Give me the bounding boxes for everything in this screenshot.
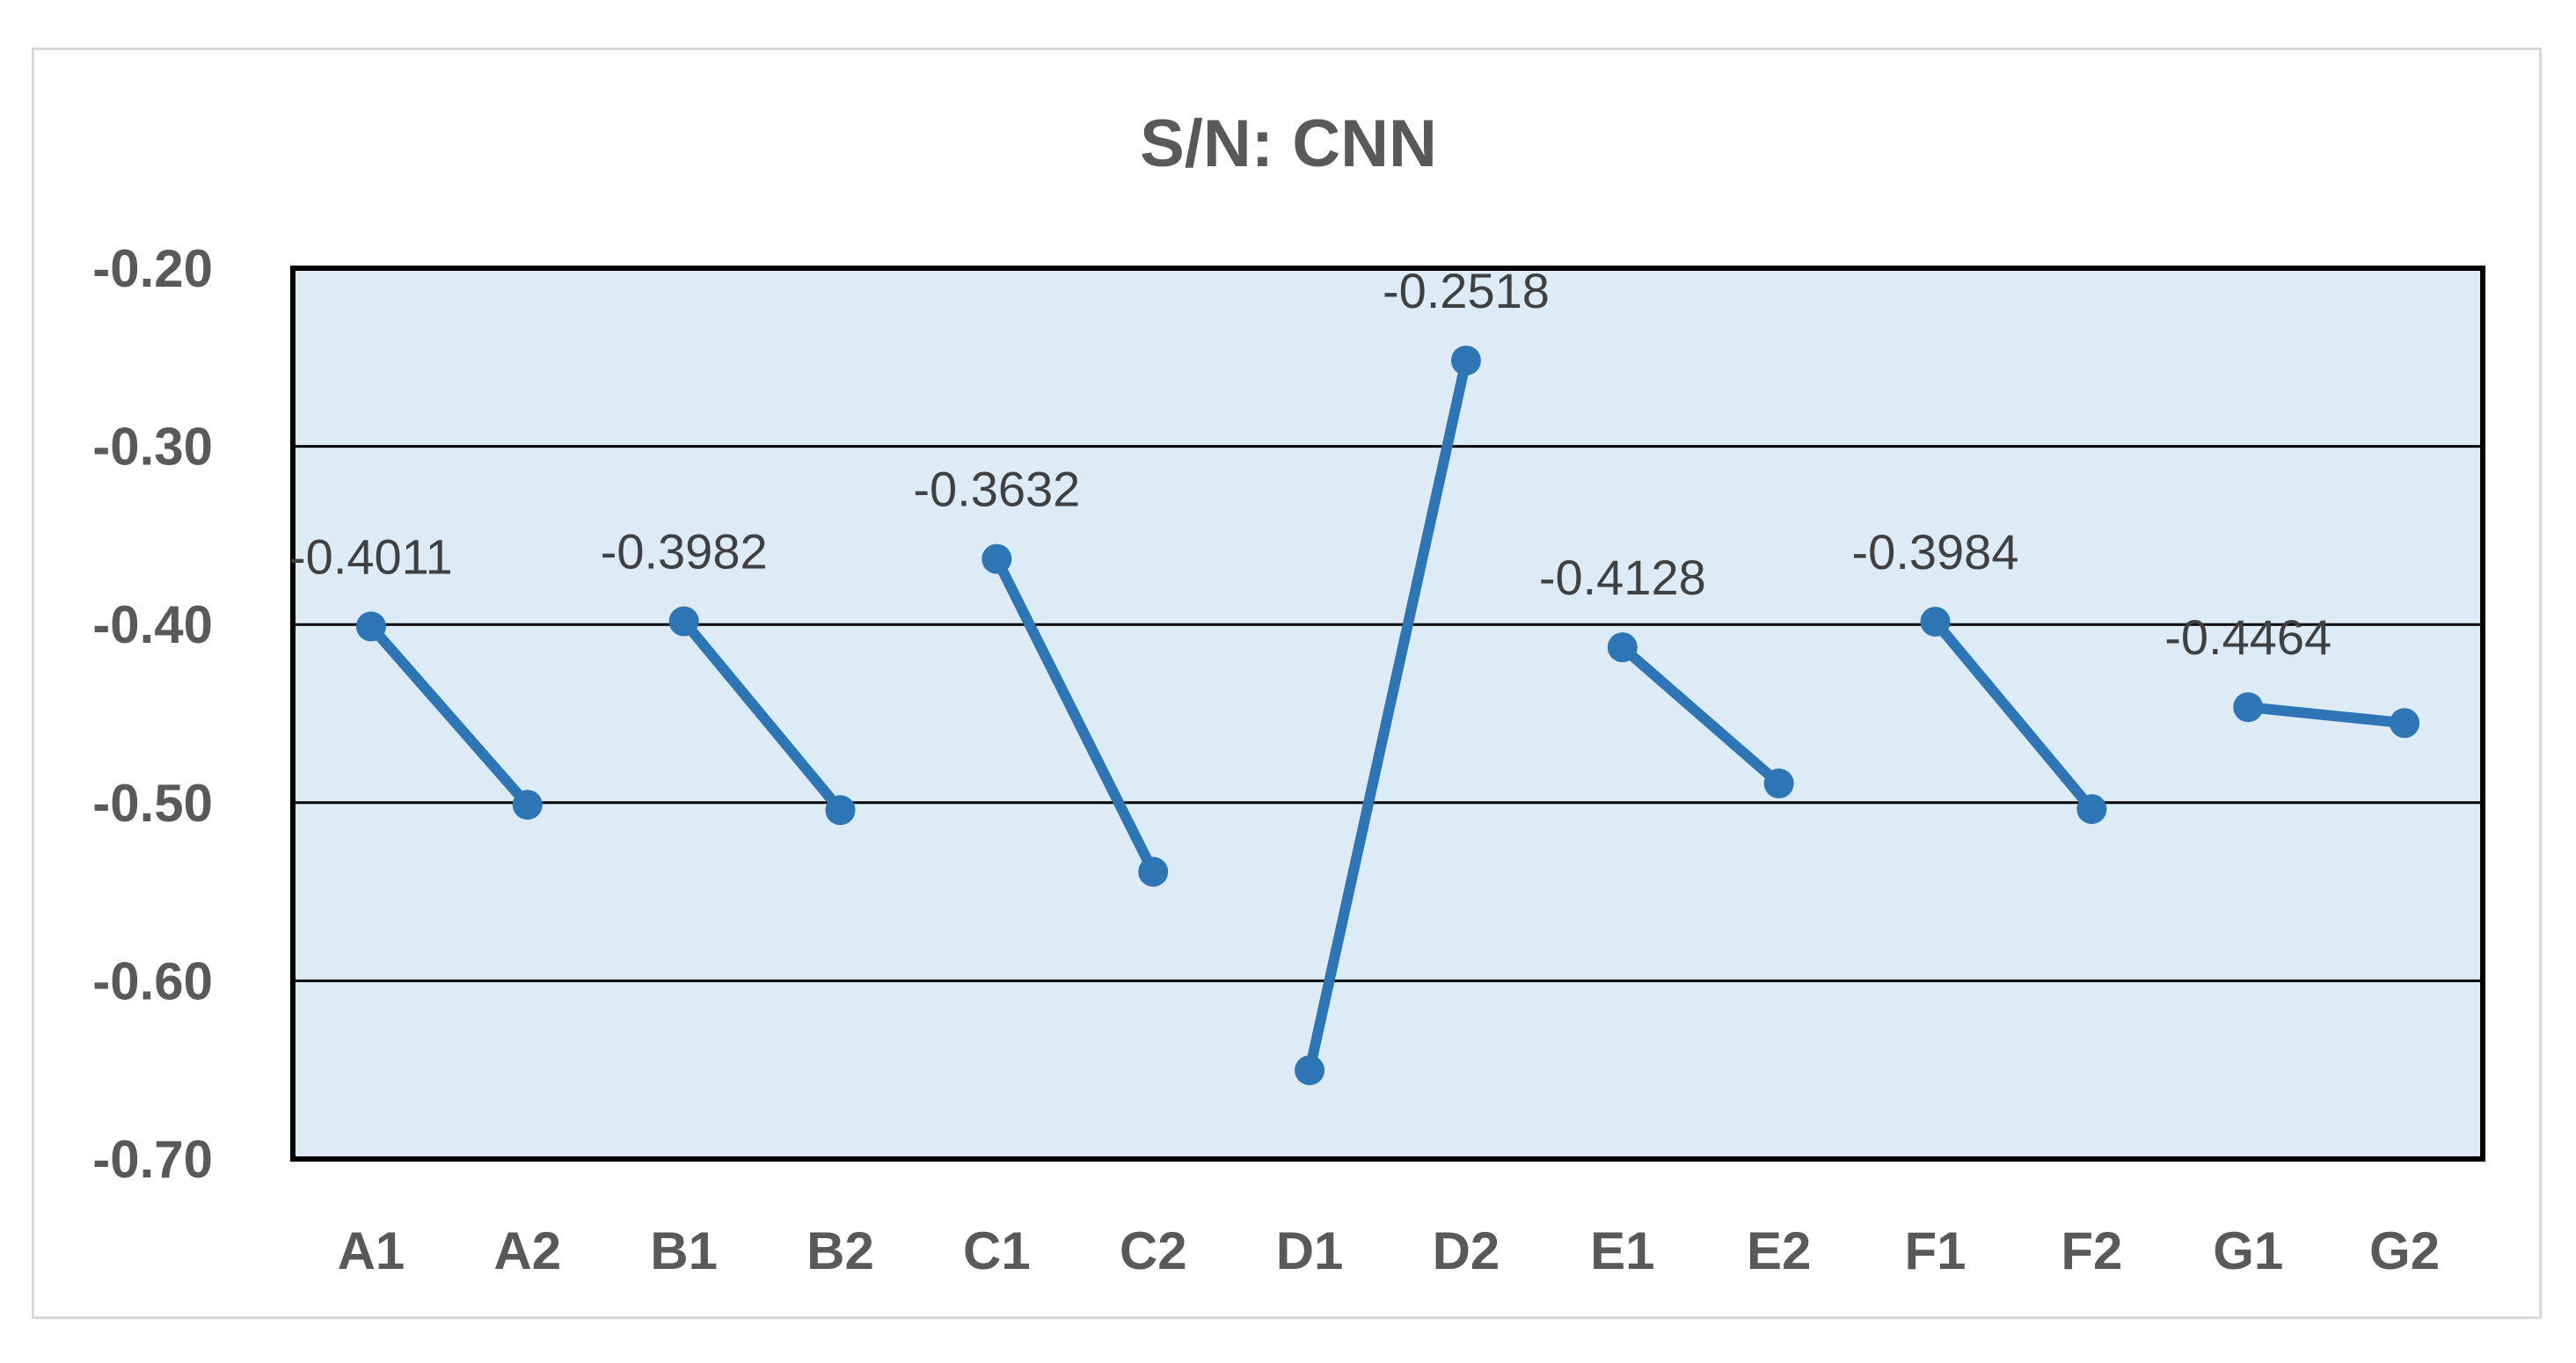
- data-point-C1: [982, 543, 1012, 574]
- data-label: -0.3984: [1852, 524, 2019, 579]
- series-line-segment: [365, 621, 533, 811]
- series-line-segment: [1304, 354, 1471, 1076]
- data-point-C2: [1138, 856, 1169, 887]
- data-point-B2: [825, 795, 856, 826]
- data-point-A1: [355, 611, 386, 642]
- data-point-G2: [2390, 708, 2420, 739]
- x-tick-label: C2: [1120, 1221, 1187, 1280]
- data-point-D2: [1450, 345, 1481, 375]
- y-tick-label: -0.50: [92, 774, 213, 833]
- data-label: -0.3982: [601, 524, 768, 579]
- x-tick-label: E1: [1590, 1221, 1654, 1280]
- plot-border: [290, 266, 2485, 1162]
- data-label: -0.2518: [1383, 263, 1550, 318]
- x-tick-label: G1: [2213, 1221, 2283, 1280]
- y-tick-label: -0.30: [92, 418, 213, 477]
- x-tick-label: B2: [806, 1221, 874, 1280]
- x-tick-label: D1: [1276, 1221, 1344, 1280]
- data-point-F2: [2076, 794, 2107, 825]
- chart-title: S/N: CNN: [1140, 106, 1437, 181]
- x-tick-label: A2: [493, 1221, 561, 1280]
- x-tick-label: G2: [2369, 1221, 2440, 1280]
- data-label: -0.4464: [2164, 609, 2332, 665]
- series-line-segment: [678, 616, 846, 816]
- data-label: -0.3632: [913, 462, 1080, 517]
- x-tick-label: D2: [1433, 1221, 1500, 1280]
- data-point-F1: [1920, 606, 1951, 637]
- y-tick-label: -0.40: [92, 595, 213, 654]
- data-point-G1: [2233, 692, 2264, 723]
- plot-area: -0.20 -0.30 -0.40 -0.50 -0.60 -0.70 A1 A2 B1 B2 C1…: [92, 239, 2485, 1280]
- data-point-E1: [1607, 632, 1638, 663]
- x-tick-label: C1: [963, 1221, 1031, 1280]
- x-tick-label: F2: [2061, 1221, 2122, 1280]
- y-tick-label: -0.60: [92, 951, 213, 1010]
- x-tick-label: F1: [1904, 1221, 1966, 1280]
- y-tick-label: -0.70: [92, 1130, 213, 1189]
- series-line-segment: [1616, 642, 1784, 789]
- y-tick-label: -0.20: [92, 239, 213, 298]
- x-tick-label: B1: [650, 1221, 718, 1280]
- data-point-E2: [1763, 768, 1794, 798]
- data-label: -0.4128: [1539, 550, 1706, 605]
- data-point-D1: [1295, 1055, 1325, 1086]
- series-line-segment: [991, 553, 1159, 878]
- data-label: -0.4011: [289, 528, 453, 584]
- x-tick-label: A1: [338, 1221, 405, 1280]
- data-point-B1: [668, 606, 699, 637]
- series-line-segment: [1930, 616, 2098, 815]
- data-point-A2: [512, 790, 543, 820]
- x-tick-label: E2: [1747, 1221, 1811, 1280]
- series-line-segment: [2243, 702, 2411, 729]
